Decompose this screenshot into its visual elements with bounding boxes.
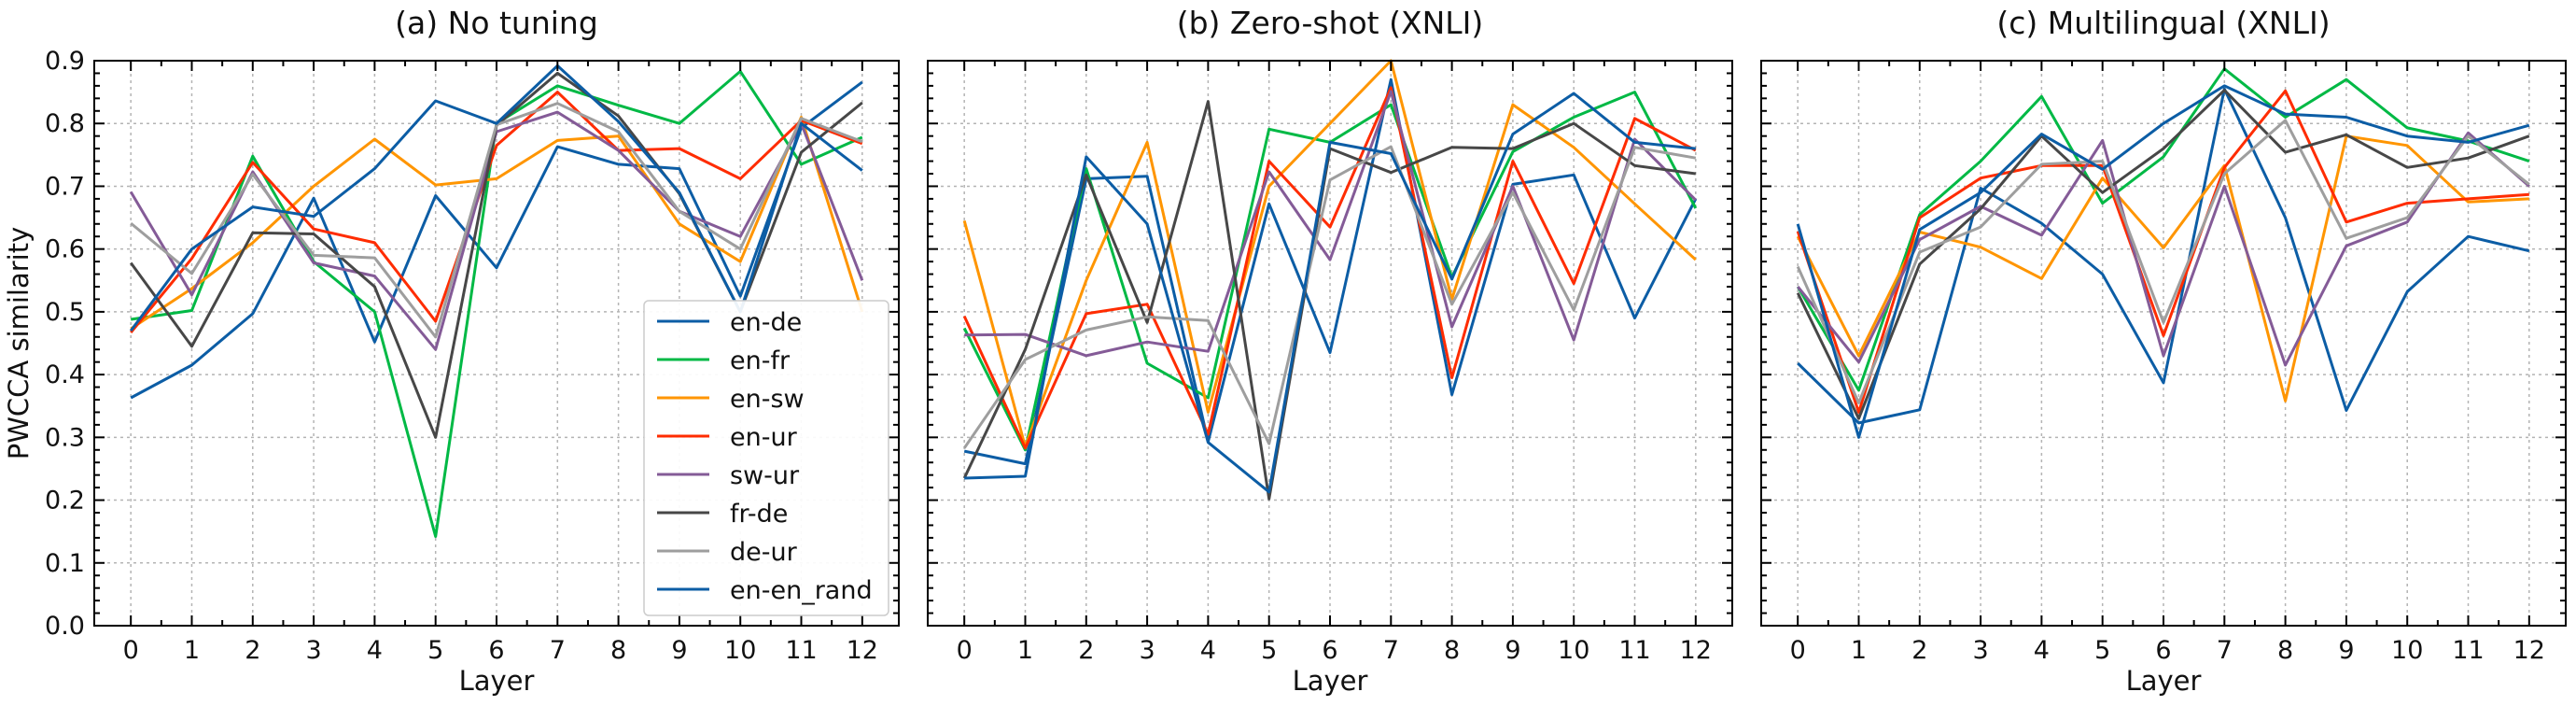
x-tick-label: 2 (1911, 636, 1927, 665)
series-line-en-de (130, 80, 863, 400)
y-tick-label: 0.3 (45, 423, 85, 452)
legend-label: sw-ur (730, 461, 800, 490)
x-tick-label: 5 (1261, 636, 1277, 665)
x-tick-label: 0 (123, 636, 139, 665)
legend-label: en-fr (730, 346, 791, 375)
x-tick-label: 7 (550, 636, 566, 665)
legend-label: en-de (730, 308, 802, 337)
y-tick-label: 0.8 (45, 109, 85, 138)
x-tick-label: 12 (2513, 636, 2545, 665)
x-tick-label: 7 (1383, 636, 1399, 665)
series-line-en-ur (1796, 89, 2529, 414)
x-tick-label: 6 (1322, 636, 1337, 665)
series-line-de-ur (1796, 119, 2530, 404)
x-tick-label: 11 (785, 636, 817, 665)
chart-title: (c) Multilingual (XNLI) (1996, 5, 2330, 41)
x-tick-label: 10 (1558, 636, 1589, 665)
panel-1: 0 1 2 3 4 5 6 7 8 9 10 11 120.00.10.20.30.40.50.60.7… (3, 5, 900, 697)
x-tick-label: 8 (2277, 636, 2293, 665)
x-tick-label: 3 (1139, 636, 1155, 665)
x-tick-label: 4 (1200, 636, 1216, 665)
y-tick-label: 0.9 (45, 47, 85, 76)
y-tick-label: 0.2 (45, 487, 85, 515)
x-tick-label: 0 (1790, 636, 1806, 665)
x-tick-label: 5 (427, 636, 443, 665)
panel-3: 0 1 2 3 4 5 6 7 8 9 10 11 12(c) Multilingual (XNLI)L… (1760, 5, 2567, 697)
x-tick-label: 3 (1972, 636, 1988, 665)
y-tick-label: 0.5 (45, 298, 85, 327)
x-axis-label: Layer (2126, 665, 2202, 697)
chart-title: (a) No tuning (395, 5, 598, 41)
x-tick-label: 8 (610, 636, 626, 665)
series-line-sw-ur (1797, 131, 2530, 367)
legend-label: en-ur (730, 423, 798, 452)
x-axis-label: Layer (1293, 665, 1368, 697)
x-tick-label: 8 (1444, 636, 1460, 665)
x-tick-label: 9 (671, 636, 687, 665)
x-tick-label: 5 (2094, 636, 2110, 665)
legend: en-de en-fr en-sw en-ur sw-ur fr-de de-ur en-en… (643, 300, 889, 616)
series-line-en-de (1797, 87, 2530, 425)
x-tick-label: 10 (2391, 636, 2423, 665)
y-tick-label: 0.7 (45, 172, 85, 201)
y-tick-label: 0.6 (45, 235, 85, 264)
x-axis-label: Layer (459, 665, 535, 697)
series-line-en-en_rand (1796, 84, 2530, 439)
x-tick-label: 3 (305, 636, 321, 665)
series-line-en-en_rand (964, 92, 1696, 494)
panel-2: 0 1 2 3 4 5 6 7 8 9 10 11 12(b) Zero-shot (XNLI)Laye… (927, 5, 1733, 697)
x-tick-label: 11 (2452, 636, 2484, 665)
legend-box (643, 300, 889, 616)
series-line-en-fr (1796, 67, 2530, 392)
legend-label: en-en_rand (730, 576, 873, 605)
legend-label: fr-de (730, 500, 788, 529)
x-tick-label: 12 (847, 636, 878, 665)
x-tick-label: 6 (488, 636, 504, 665)
x-tick-label: 4 (367, 636, 383, 665)
x-tick-label: 12 (1680, 636, 1712, 665)
x-tick-label: 4 (2034, 636, 2050, 665)
chart-title: (b) Zero-shot (XNLI) (1177, 5, 1484, 41)
x-tick-label: 6 (2155, 636, 2171, 665)
legend-label: en-sw (730, 385, 805, 414)
y-tick-label: 0.4 (45, 360, 85, 389)
series-line-en-ur (130, 91, 863, 334)
series-line-en-sw (130, 116, 864, 331)
x-tick-label: 2 (245, 636, 260, 665)
y-axis-label: PWCCA similarity (3, 227, 35, 460)
series-line-sw-ur (964, 90, 1697, 358)
legend-label: de-ur (730, 538, 798, 567)
x-tick-label: 2 (1078, 636, 1094, 665)
y-tick-label: 0.1 (45, 549, 85, 578)
series-line-fr-de (1796, 89, 2530, 420)
series-line-en-ur (962, 86, 1697, 450)
x-tick-label: 9 (1505, 636, 1520, 665)
x-tick-label: 1 (184, 636, 200, 665)
x-tick-label: 1 (1017, 636, 1033, 665)
x-tick-label: 11 (1618, 636, 1650, 665)
series-line-en-sw (962, 59, 1697, 448)
x-tick-label: 10 (724, 636, 756, 665)
x-tick-label: 7 (2217, 636, 2233, 665)
series-line-de-ur (962, 145, 1697, 449)
x-tick-label: 1 (1851, 636, 1867, 665)
x-tick-label: 0 (957, 636, 973, 665)
x-tick-label: 9 (2338, 636, 2354, 665)
y-tick-label: 0.0 (45, 612, 85, 641)
